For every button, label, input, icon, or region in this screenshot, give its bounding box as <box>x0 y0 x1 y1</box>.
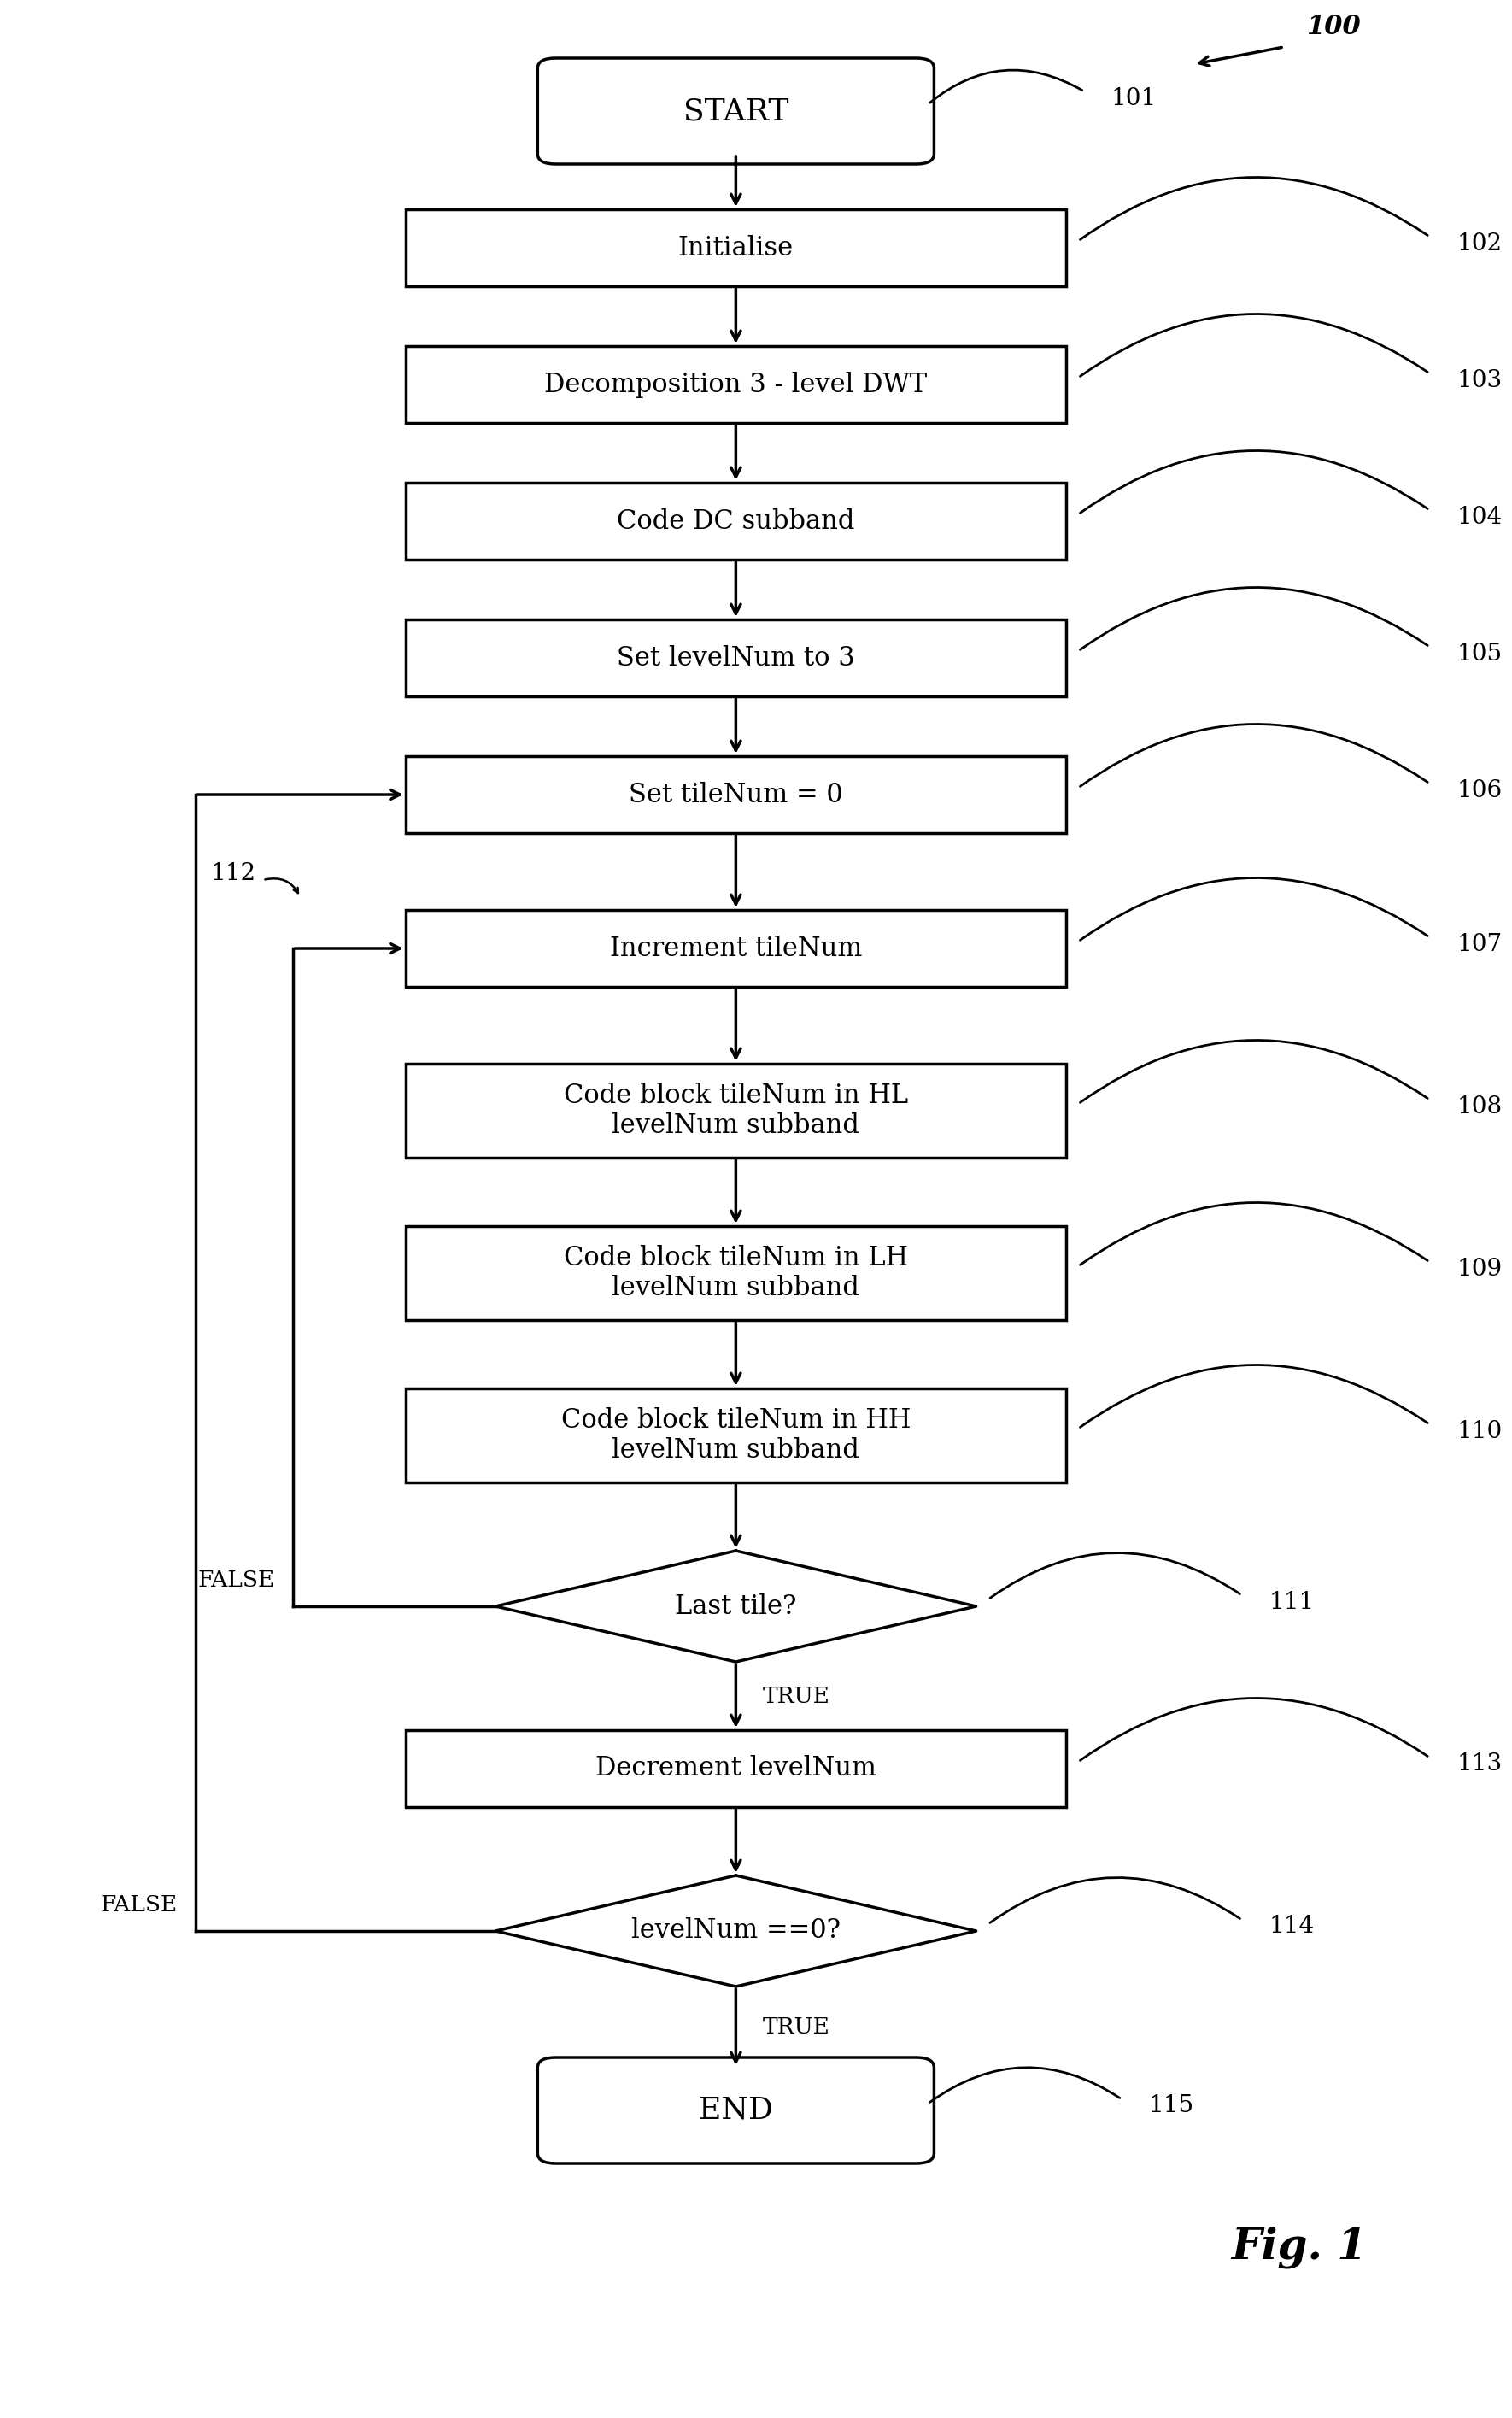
Text: Set levelNum to 3: Set levelNum to 3 <box>617 646 854 672</box>
Bar <box>405 210 1066 285</box>
Text: Code block tileNum in HL
levelNum subband: Code block tileNum in HL levelNum subban… <box>564 1083 909 1139</box>
Bar <box>405 909 1066 987</box>
Text: FALSE: FALSE <box>198 1569 275 1591</box>
FancyBboxPatch shape <box>538 58 934 164</box>
Text: 108: 108 <box>1456 1095 1501 1117</box>
Bar <box>405 346 1066 423</box>
Text: 107: 107 <box>1456 933 1501 955</box>
Text: 101: 101 <box>1111 87 1157 109</box>
Text: 104: 104 <box>1456 505 1501 530</box>
Text: 100: 100 <box>1306 15 1361 41</box>
Text: 114: 114 <box>1269 1915 1314 1939</box>
Text: Last tile?: Last tile? <box>674 1593 797 1620</box>
Text: TRUE: TRUE <box>764 1685 830 1707</box>
Text: Fig. 1: Fig. 1 <box>1231 2227 1367 2268</box>
Text: 115: 115 <box>1149 2094 1194 2118</box>
Text: TRUE: TRUE <box>764 2017 830 2038</box>
Text: Code block tileNum in LH
levelNum subband: Code block tileNum in LH levelNum subban… <box>564 1245 909 1301</box>
Polygon shape <box>496 1550 977 1661</box>
Bar <box>405 484 1066 559</box>
Text: FALSE: FALSE <box>100 1893 177 1915</box>
Text: Increment tileNum: Increment tileNum <box>609 936 862 962</box>
Text: 112: 112 <box>210 863 256 885</box>
Text: 106: 106 <box>1456 779 1501 803</box>
Text: 102: 102 <box>1456 232 1501 254</box>
Text: 103: 103 <box>1456 368 1501 392</box>
Bar <box>405 1226 1066 1320</box>
Bar <box>405 757 1066 834</box>
Text: Code DC subband: Code DC subband <box>617 508 854 534</box>
Text: 109: 109 <box>1456 1257 1501 1282</box>
Text: Code block tileNum in HH
levelNum subband: Code block tileNum in HH levelNum subban… <box>561 1407 910 1463</box>
Text: 110: 110 <box>1456 1419 1501 1444</box>
Text: END: END <box>699 2096 773 2125</box>
Bar <box>405 1731 1066 1806</box>
Text: 111: 111 <box>1269 1591 1314 1613</box>
Text: 105: 105 <box>1456 643 1501 665</box>
Text: levelNum ==0?: levelNum ==0? <box>631 1917 841 1944</box>
Bar <box>405 619 1066 696</box>
Text: START: START <box>683 97 789 126</box>
Text: Decrement levelNum: Decrement levelNum <box>596 1755 877 1782</box>
Bar <box>405 1388 1066 1482</box>
Text: 113: 113 <box>1456 1753 1501 1775</box>
Bar <box>405 1064 1066 1158</box>
Polygon shape <box>496 1876 977 1988</box>
Text: Initialise: Initialise <box>677 235 794 261</box>
Text: Decomposition 3 - level DWT: Decomposition 3 - level DWT <box>544 372 927 397</box>
FancyBboxPatch shape <box>538 2058 934 2164</box>
Text: Set tileNum = 0: Set tileNum = 0 <box>629 781 842 808</box>
